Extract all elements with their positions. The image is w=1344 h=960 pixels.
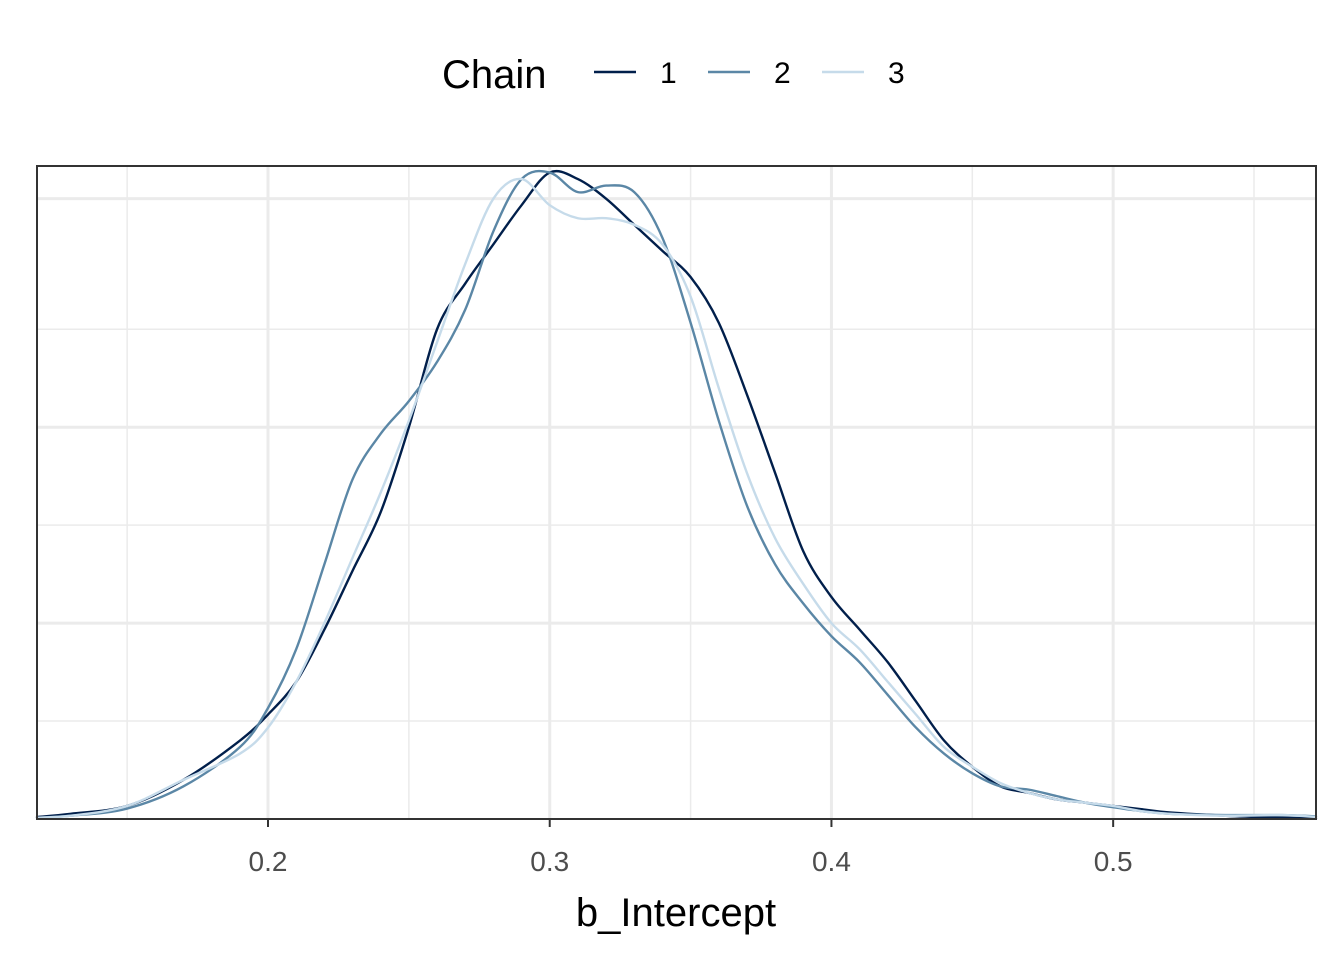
legend: Chain 1 2 3: [442, 53, 905, 97]
x-tick-label: 0.2: [249, 846, 288, 877]
series-layer: [35, 169, 1318, 820]
legend-label-chain-1: 1: [660, 57, 677, 90]
x-tick-label: 0.5: [1094, 846, 1133, 877]
series-line-chain-2: [35, 169, 1318, 819]
x-axis: 0.2 0.3 0.4 0.5: [249, 819, 1133, 877]
legend-title: Chain: [442, 53, 547, 97]
x-tick-label: 0.4: [812, 846, 851, 877]
legend-label-chain-2: 2: [774, 57, 791, 90]
x-tick-label: 0.3: [530, 846, 569, 877]
panel-border: [36, 165, 1317, 820]
legend-label-chain-3: 3: [888, 57, 905, 90]
legend-entries: 1 2 3: [594, 57, 905, 90]
x-axis-title: b_Intercept: [576, 891, 776, 935]
series-line-chain-3: [35, 177, 1318, 819]
